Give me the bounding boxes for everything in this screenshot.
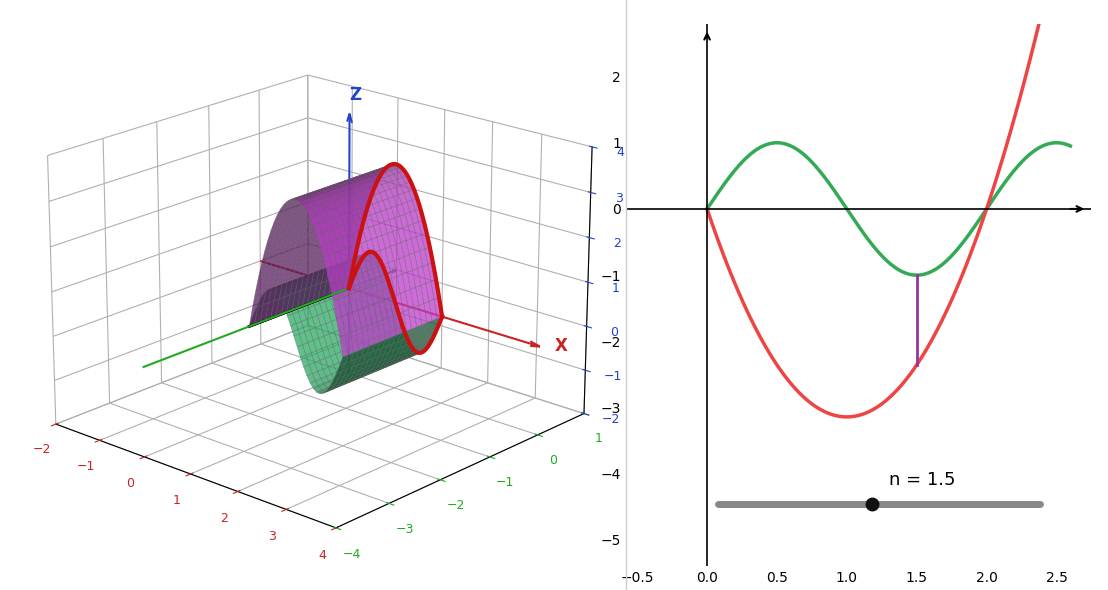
Text: n = 1.5: n = 1.5 bbox=[889, 471, 955, 489]
